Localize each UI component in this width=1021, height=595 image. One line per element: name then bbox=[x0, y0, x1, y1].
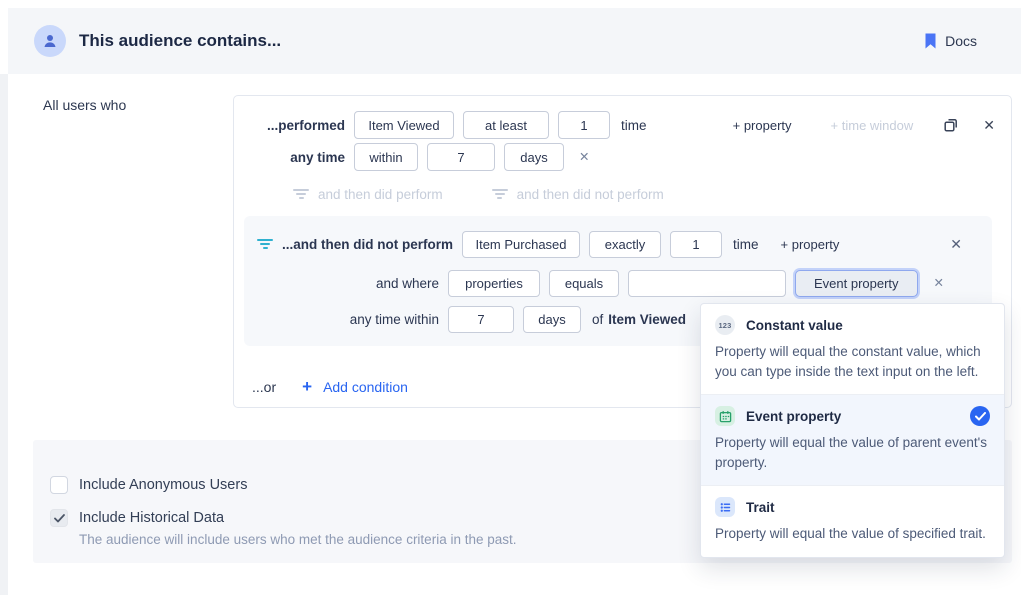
nested-operator-select[interactable]: exactly bbox=[589, 230, 661, 258]
where-row: and where properties equals Event proper… bbox=[256, 269, 980, 297]
nested-count-input[interactable] bbox=[670, 230, 722, 258]
condition-card: ...performed Item Viewed at least time +… bbox=[233, 95, 1012, 408]
duplicate-icon bbox=[944, 119, 958, 132]
window-value-input[interactable] bbox=[427, 143, 495, 171]
performed-row: ...performed Item Viewed at least time +… bbox=[250, 110, 997, 140]
equals-select[interactable]: equals bbox=[549, 269, 619, 297]
dropdown-item-description: Property will equal the constant value, … bbox=[715, 344, 981, 379]
and-where-label: and where bbox=[375, 275, 439, 291]
anytime-within-label: any time within bbox=[349, 311, 439, 327]
value-type-button[interactable]: Event property bbox=[795, 269, 918, 297]
historical-data-row: Include Historical Data The audience wil… bbox=[50, 509, 1012, 549]
then-links-row: and then did perform and then did not pe… bbox=[292, 182, 704, 206]
page-title: This audience contains... bbox=[79, 31, 282, 50]
add-condition-label: Add condition bbox=[323, 378, 408, 395]
of-label: of Item Viewed bbox=[592, 311, 687, 327]
list-icon bbox=[715, 497, 735, 518]
property-value-input[interactable] bbox=[628, 269, 786, 297]
nested-condition-card: ...and then did not perform Item Purchas… bbox=[244, 216, 992, 346]
then-did-perform-link[interactable]: and then did perform bbox=[292, 187, 443, 202]
historical-data-description: The audience will include users who met … bbox=[79, 532, 517, 547]
dropdown-item-title: Trait bbox=[746, 499, 775, 515]
then-did-not-perform-label: and then did not perform bbox=[516, 186, 664, 202]
check-icon bbox=[53, 513, 65, 522]
dropdown-item-trait[interactable]: Trait Property will equal the value of s… bbox=[701, 486, 1004, 557]
avatar bbox=[34, 25, 66, 57]
operator-select[interactable]: at least bbox=[463, 111, 549, 139]
filter-icon bbox=[491, 187, 509, 201]
duplicate-button[interactable] bbox=[943, 117, 959, 133]
dropdown-item-constant-value[interactable]: 123 Constant value Property will equal t… bbox=[701, 304, 1004, 396]
calendar-icon bbox=[715, 406, 735, 427]
anonymous-users-checkbox[interactable] bbox=[50, 476, 68, 494]
selected-check-icon bbox=[970, 406, 990, 427]
add-time-window-link: + time window bbox=[830, 117, 914, 133]
nested-window-value-input[interactable] bbox=[448, 305, 514, 333]
unit-select[interactable]: days bbox=[504, 143, 564, 171]
anytime-label: any time bbox=[290, 149, 345, 165]
funnel-filter-icon bbox=[256, 237, 274, 251]
dropdown-item-description: Property will equal the value of parent … bbox=[715, 435, 987, 470]
person-icon bbox=[44, 35, 56, 47]
time-suffix: time bbox=[621, 117, 647, 133]
then-did-perform-label: and then did perform bbox=[318, 186, 443, 202]
nested-event-select[interactable]: Item Purchased bbox=[462, 230, 580, 258]
filter-icon bbox=[292, 187, 310, 201]
dropdown-item-title: Constant value bbox=[746, 317, 843, 333]
nested-time-suffix: time bbox=[733, 236, 759, 252]
dropdown-item-event-property[interactable]: Event property Property will equal the v… bbox=[701, 395, 1004, 487]
anytime-row: any time within days ✕ bbox=[250, 142, 997, 172]
count-input[interactable] bbox=[558, 111, 610, 139]
historical-data-checkbox[interactable] bbox=[50, 509, 68, 527]
bookmark-icon bbox=[925, 33, 936, 49]
nested-row-label: ...and then did not perform bbox=[282, 236, 453, 252]
then-did-not-perform-link[interactable]: and then did not perform bbox=[491, 187, 664, 202]
of-event-name: Item Viewed bbox=[608, 311, 687, 327]
add-property-link[interactable]: + property bbox=[732, 117, 792, 133]
value-type-dropdown: 123 Constant value Property will equal t… bbox=[700, 303, 1005, 558]
remove-condition-button[interactable]: ✕ bbox=[983, 117, 995, 133]
add-condition-button[interactable]: + Add condition bbox=[302, 378, 408, 395]
dropdown-item-title: Event property bbox=[746, 408, 842, 424]
anonymous-users-row: Include Anonymous Users bbox=[50, 476, 1012, 494]
header-bar: This audience contains... Docs bbox=[8, 8, 1021, 74]
remove-time-window-button[interactable]: ✕ bbox=[579, 149, 590, 164]
nested-unit-select[interactable]: days bbox=[523, 305, 581, 333]
nested-performed-row: ...and then did not perform Item Purchas… bbox=[256, 230, 980, 258]
plus-icon: + bbox=[302, 377, 313, 396]
property-field-select[interactable]: properties bbox=[448, 269, 540, 297]
historical-data-label: Include Historical Data The audience wil… bbox=[79, 510, 517, 547]
event-select[interactable]: Item Viewed bbox=[354, 111, 454, 139]
nested-remove-button[interactable]: ✕ bbox=[950, 236, 962, 252]
or-label: ...or bbox=[252, 378, 277, 395]
dropdown-item-description: Property will equal the value of specifi… bbox=[715, 526, 986, 542]
or-row: ...or + Add condition bbox=[252, 378, 408, 395]
all-users-label: All users who bbox=[43, 97, 127, 113]
left-gutter bbox=[0, 74, 8, 595]
123-icon: 123 bbox=[715, 315, 735, 335]
nested-add-property-link[interactable]: + property bbox=[780, 236, 840, 252]
docs-label: Docs bbox=[945, 33, 977, 49]
docs-button[interactable]: Docs bbox=[924, 33, 977, 49]
anonymous-users-label: Include Anonymous Users bbox=[79, 477, 248, 493]
within-select[interactable]: within bbox=[354, 143, 418, 171]
remove-where-button[interactable]: ✕ bbox=[933, 275, 945, 290]
performed-label: ...performed bbox=[266, 117, 345, 133]
